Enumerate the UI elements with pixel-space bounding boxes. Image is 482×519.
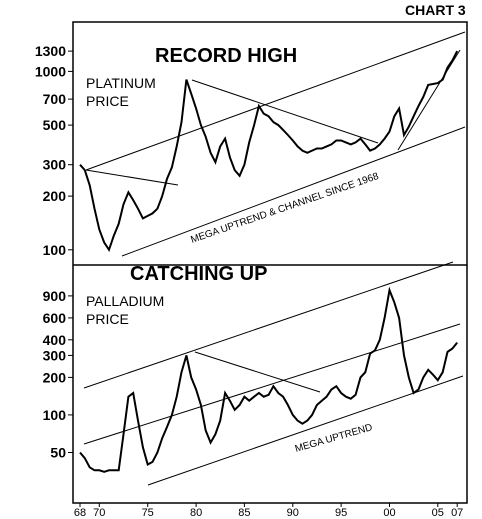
platinum-y-tick-label: 200 (43, 188, 67, 204)
palladium-channel-lower (147, 375, 464, 486)
platinum-y-tick-label: 1000 (35, 63, 66, 79)
palladium-y-tick-label: 600 (43, 310, 67, 326)
x-tick-label: 00 (383, 507, 395, 519)
platinum-chart-title: RECORD HIGH (155, 45, 297, 67)
palladium-y-tick-label: 400 (43, 332, 67, 348)
x-tick-label: 75 (142, 507, 154, 519)
platinum-y-tick-label: 700 (43, 91, 67, 107)
platinum-uptrend-steep (397, 49, 461, 151)
x-tick-label: 68 (74, 507, 86, 519)
palladium-series-label-2: PRICE (86, 311, 129, 327)
palladium-channel-mid (83, 323, 461, 445)
x-tick-label: 80 (190, 507, 202, 519)
platinum-channel-lower (121, 126, 466, 257)
palladium-trend-annotation: MEGA UPTREND (294, 422, 374, 455)
platinum-downtrend-2 (191, 79, 379, 144)
platinum-series-label-2: PRICE (86, 93, 129, 109)
chart-frame (72, 21, 468, 504)
platinum-series-label: PLATINUM (86, 75, 156, 91)
platinum-y-tick-label: 100 (43, 242, 67, 258)
x-tick-label: 85 (238, 507, 250, 519)
palladium-channel-upper (83, 261, 454, 389)
palladium-y-tick-label: 900 (43, 288, 67, 304)
platinum-downtrend (85, 169, 179, 186)
palladium-price-line (79, 286, 458, 473)
platinum-price-line (79, 50, 459, 253)
trendlines (83, 31, 466, 486)
palladium-chart-title: CATCHING UP (130, 263, 267, 285)
x-tick-label: 90 (287, 507, 299, 519)
x-tick-label: 95 (335, 507, 347, 519)
platinum-y-tick-label: 300 (43, 157, 67, 173)
platinum-trend-annotation: MEGA UPTREND & CHANNEL SINCE 1968 (189, 171, 380, 246)
x-tick-label: 07 (451, 507, 463, 519)
chart-number-label: CHART 3 (405, 2, 466, 18)
palladium-y-tick-label: 50 (50, 445, 66, 461)
x-tick-label: 70 (93, 507, 105, 519)
palladium-y-tick-label: 100 (43, 407, 67, 423)
platinum-channel-upper (85, 31, 466, 171)
palladium-series-label: PALLADIUM (86, 293, 164, 309)
platinum-y-tick-label: 500 (43, 117, 67, 133)
palladium-downtrend (194, 351, 321, 393)
palladium-y-tick-label: 300 (43, 347, 67, 363)
x-tick-label: 05 (432, 507, 444, 519)
palladium-y-tick-label: 200 (43, 369, 67, 385)
platinum-y-tick-label: 1300 (35, 43, 66, 59)
